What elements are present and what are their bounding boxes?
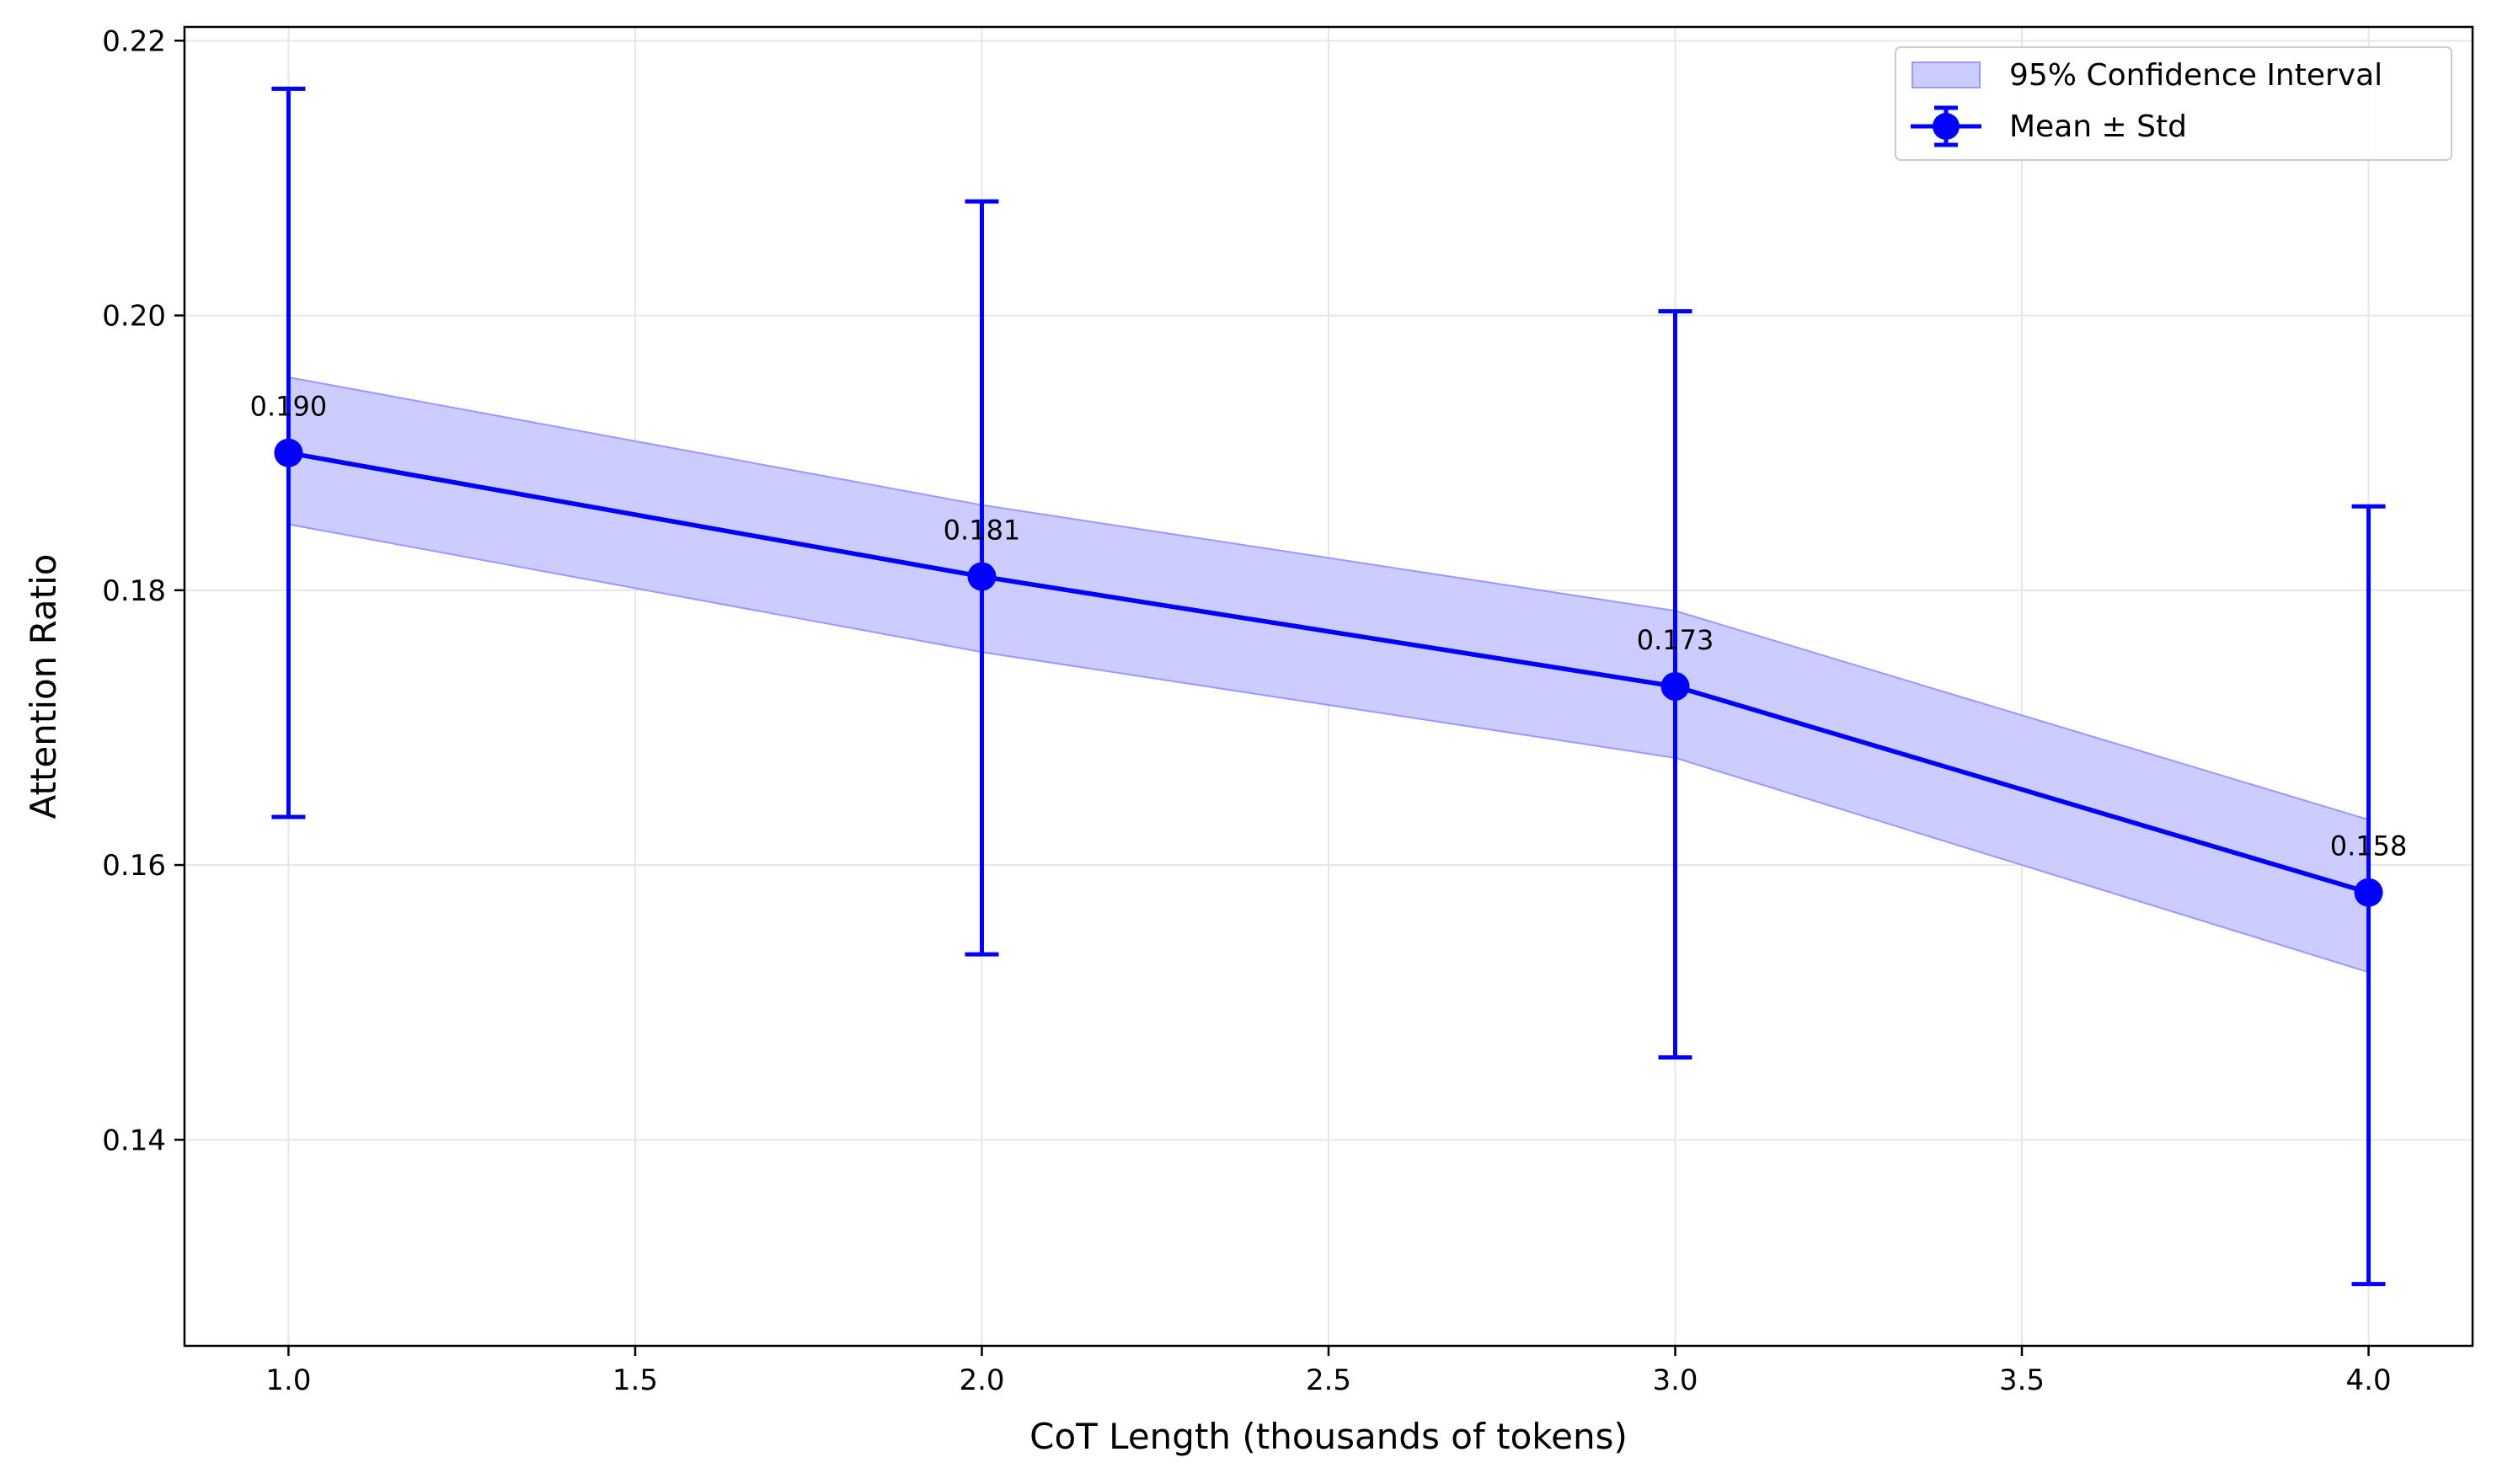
mean-points — [274, 438, 2383, 907]
mean-point — [967, 562, 997, 591]
legend-mean-label: Mean ± Std — [2009, 109, 2187, 144]
y-tick-label: 0.16 — [102, 849, 166, 883]
y-tick-label: 0.22 — [102, 24, 166, 58]
legend-band-swatch — [1912, 61, 1981, 88]
legend-band-label: 95% Confidence Interval — [2009, 58, 2382, 93]
y-tick-label: 0.14 — [102, 1124, 166, 1157]
x-tick-label: 3.0 — [1652, 1364, 1698, 1397]
y-axis-ticks: 0.14 0.16 0.18 0.20 0.22 — [102, 24, 184, 1157]
data-label: 0.158 — [2330, 830, 2408, 862]
data-label: 0.190 — [250, 391, 328, 423]
x-tick-label: 2.0 — [959, 1364, 1004, 1397]
legend-mean-marker — [1933, 113, 1960, 140]
x-tick-label: 1.0 — [265, 1364, 311, 1397]
y-axis-label: Attention Ratio — [23, 553, 64, 819]
x-tick-label: 4.0 — [2346, 1364, 2392, 1397]
legend-box — [1895, 46, 2452, 161]
x-tick-label: 1.5 — [612, 1364, 658, 1397]
mean-point — [2354, 878, 2383, 907]
mean-line — [287, 450, 2370, 895]
data-labels: 0.190 0.181 0.173 0.158 — [250, 391, 2408, 862]
x-tick-label: 2.5 — [1306, 1364, 1351, 1397]
y-tick-label: 0.18 — [102, 574, 166, 608]
x-axis-ticks: 1.0 1.5 2.0 2.5 3.0 3.5 4.0 — [265, 1346, 2392, 1397]
data-label: 0.181 — [944, 515, 1021, 547]
mean-point — [274, 438, 303, 467]
y-tick-label: 0.20 — [102, 300, 166, 334]
mean-series-line — [287, 450, 2370, 895]
data-label: 0.173 — [1637, 624, 1714, 656]
x-tick-label: 3.5 — [1999, 1364, 2045, 1397]
mean-point — [1660, 672, 1690, 701]
legend: 95% Confidence Interval Mean ± Std — [1895, 46, 2452, 161]
x-axis-label: CoT Length (thousands of tokens) — [1029, 1416, 1628, 1457]
